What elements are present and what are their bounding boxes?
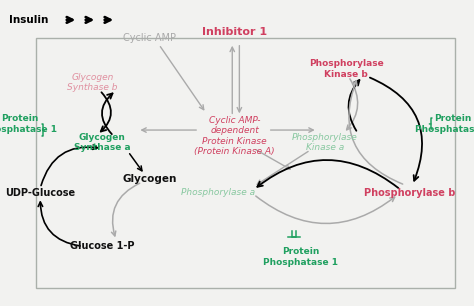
Text: Protein
Phosphatase 1: Protein Phosphatase 1 xyxy=(264,247,338,267)
FancyArrowPatch shape xyxy=(101,92,111,132)
Text: Glycogen
Synthase a: Glycogen Synthase a xyxy=(73,132,130,152)
Text: Cyclic AMP-
dependent
Protein Kinase
(Protein Kinase A): Cyclic AMP- dependent Protein Kinase (Pr… xyxy=(194,116,275,156)
FancyArrowPatch shape xyxy=(348,80,359,131)
FancyArrowPatch shape xyxy=(38,202,80,246)
Text: Phosphorylase
Kinase a: Phosphorylase Kinase a xyxy=(292,132,357,152)
FancyArrowPatch shape xyxy=(102,93,112,134)
Text: Cyclic AMP: Cyclic AMP xyxy=(123,33,176,43)
FancyArrowPatch shape xyxy=(257,160,398,188)
FancyArrowPatch shape xyxy=(346,79,358,130)
FancyArrowPatch shape xyxy=(256,196,395,223)
FancyArrowPatch shape xyxy=(111,183,140,236)
Text: Inhibitor 1: Inhibitor 1 xyxy=(202,27,267,37)
Text: Protein
Phosphatase 1: Protein Phosphatase 1 xyxy=(0,114,57,134)
Text: Protein
Phosphatase 1: Protein Phosphatase 1 xyxy=(415,114,474,134)
Text: Glycogen: Glycogen xyxy=(122,174,176,184)
Text: Insulin: Insulin xyxy=(9,15,49,25)
FancyArrowPatch shape xyxy=(41,145,97,185)
Text: Phosphorylase a: Phosphorylase a xyxy=(181,188,255,197)
Text: Glycogen
Synthase b: Glycogen Synthase b xyxy=(67,73,118,92)
FancyArrowPatch shape xyxy=(349,81,403,184)
Text: Glucose 1-P: Glucose 1-P xyxy=(70,241,134,251)
FancyArrowPatch shape xyxy=(370,78,422,181)
Text: UDP-Glucose: UDP-Glucose xyxy=(5,188,75,198)
Text: Phosphorylase
Kinase b: Phosphorylase Kinase b xyxy=(309,59,383,79)
Text: Phosphorylase b: Phosphorylase b xyxy=(365,188,456,198)
